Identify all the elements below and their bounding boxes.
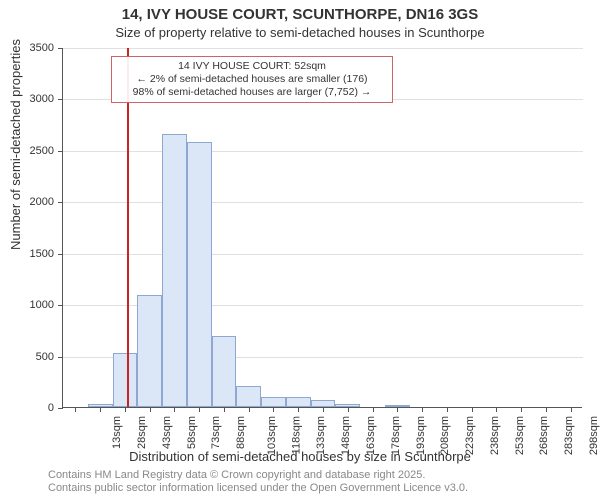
y-tick-label: 0 — [14, 402, 54, 414]
y-tick — [58, 202, 63, 203]
y-tick-label: 1000 — [14, 299, 54, 311]
x-tick — [150, 407, 151, 412]
x-tick-label: 43sqm — [161, 416, 173, 449]
gridline — [63, 202, 583, 203]
y-tick — [58, 99, 63, 100]
histogram-bar — [162, 134, 187, 407]
x-tick — [447, 407, 448, 412]
x-tick-label: 13sqm — [111, 416, 123, 449]
histogram-bar — [187, 142, 212, 407]
annotation-line3: 98% of semi-detached houses are larger (… — [118, 86, 386, 99]
histogram-bar — [113, 353, 138, 408]
y-tick-label: 500 — [14, 351, 54, 363]
gridline — [63, 254, 583, 255]
histogram-bar — [212, 336, 237, 407]
histogram-bar — [236, 386, 261, 407]
x-tick — [224, 407, 225, 412]
x-tick — [397, 407, 398, 412]
annotation-line1: 14 IVY HOUSE COURT: 52sqm — [118, 60, 386, 73]
title-main: 14, IVY HOUSE COURT, SCUNTHORPE, DN16 3G… — [0, 6, 600, 23]
x-tick — [521, 407, 522, 412]
x-tick — [199, 407, 200, 412]
x-tick — [273, 407, 274, 412]
y-tick-label: 3000 — [14, 93, 54, 105]
chart-container: 14, IVY HOUSE COURT, SCUNTHORPE, DN16 3G… — [0, 0, 600, 500]
x-tick — [125, 407, 126, 412]
y-tick — [58, 408, 63, 409]
x-tick — [422, 407, 423, 412]
x-tick — [174, 407, 175, 412]
gridline — [63, 48, 583, 49]
histogram-bar — [286, 397, 311, 407]
annotation-line2: ← 2% of semi-detached houses are smaller… — [118, 73, 386, 86]
y-tick-label: 1500 — [14, 248, 54, 260]
x-tick — [323, 407, 324, 412]
y-tick-label: 2000 — [14, 196, 54, 208]
x-tick-label: 88sqm — [235, 416, 247, 449]
y-tick — [58, 305, 63, 306]
y-tick — [58, 48, 63, 49]
x-tick — [100, 407, 101, 412]
gridline — [63, 151, 583, 152]
histogram-bar — [137, 295, 162, 407]
x-tick — [571, 407, 572, 412]
footer-line2: Contains public sector information licen… — [48, 482, 468, 496]
x-axis-label: Distribution of semi-detached houses by … — [0, 449, 600, 464]
x-tick — [496, 407, 497, 412]
plot-area: 14 IVY HOUSE COURT: 52sqm← 2% of semi-de… — [62, 48, 582, 408]
y-tick — [58, 357, 63, 358]
x-tick-label: 28sqm — [136, 416, 148, 449]
histogram-bar — [261, 397, 286, 407]
y-tick-label: 2500 — [14, 145, 54, 157]
y-tick — [58, 254, 63, 255]
x-tick — [75, 407, 76, 412]
x-tick — [298, 407, 299, 412]
x-tick — [472, 407, 473, 412]
footer-attribution: Contains HM Land Registry data © Crown c… — [48, 469, 468, 497]
footer-line1: Contains HM Land Registry data © Crown c… — [48, 469, 468, 483]
annotation-box: 14 IVY HOUSE COURT: 52sqm← 2% of semi-de… — [111, 56, 393, 103]
x-tick — [348, 407, 349, 412]
x-tick — [249, 407, 250, 412]
x-tick — [546, 407, 547, 412]
x-tick-label: 73sqm — [210, 416, 222, 449]
title-sub: Size of property relative to semi-detach… — [0, 25, 600, 40]
histogram-bar — [311, 400, 336, 407]
x-tick-label: 58sqm — [186, 416, 198, 449]
y-tick — [58, 151, 63, 152]
y-tick-label: 3500 — [14, 42, 54, 54]
x-tick — [373, 407, 374, 412]
